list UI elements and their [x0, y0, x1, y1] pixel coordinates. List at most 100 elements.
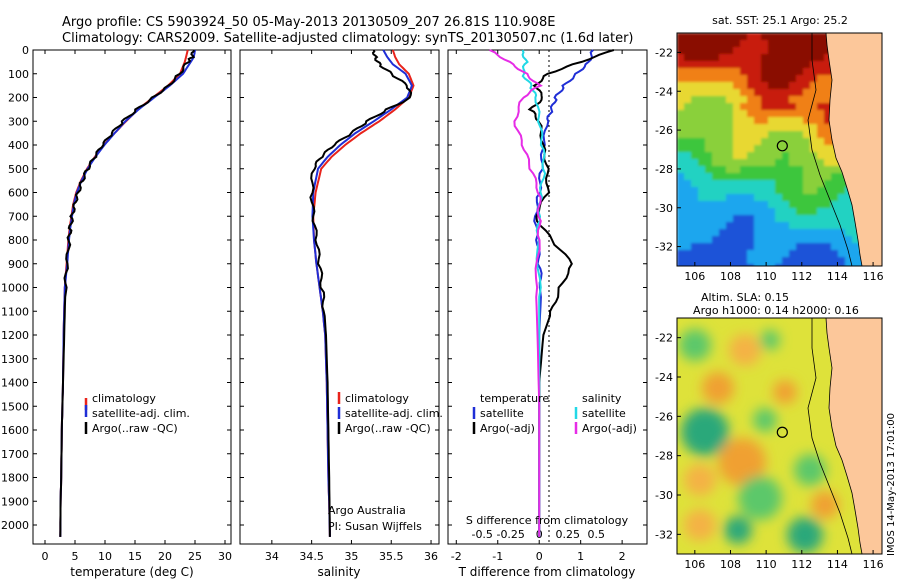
sst-cell — [782, 110, 790, 118]
temperature-legend: climatology satellite-adj. clim. Argo(..… — [84, 392, 190, 435]
sst-cell — [761, 82, 769, 90]
sst-cell — [782, 180, 790, 188]
sst-cell — [803, 47, 811, 55]
sla-anomaly-blob — [753, 408, 777, 432]
sst-cell — [775, 75, 783, 83]
sst-cell — [810, 138, 818, 146]
sst-cell — [803, 54, 811, 62]
sst-cell — [817, 75, 825, 83]
sst-cell — [789, 47, 797, 55]
sla-lat-ticks: -22 -24 -26 -28 -30 -32 — [655, 332, 681, 541]
series-line-argo-raw-qc- — [309, 49, 413, 537]
sst-cell — [817, 222, 825, 230]
sst-cell — [733, 264, 741, 266]
figure-title-line2: Climatology: CARS2009. Satellite-adjuste… — [62, 31, 634, 46]
sst-cell — [817, 145, 825, 153]
sst-cell — [761, 117, 769, 125]
sst-cell — [761, 54, 769, 62]
sst-cell — [726, 33, 734, 41]
sst-cell — [747, 243, 755, 251]
depth-tick-label: 1900 — [1, 495, 29, 508]
sst-cell — [754, 187, 762, 195]
sst-cell — [740, 257, 748, 265]
sst-cell — [698, 82, 706, 90]
sst-cell — [740, 152, 748, 160]
sst-cell — [838, 222, 846, 230]
sst-cell — [740, 159, 748, 167]
sst-cell — [719, 54, 727, 62]
sst-cell — [712, 61, 720, 69]
sst-cell — [684, 159, 692, 167]
salinity-depth-ticks — [240, 49, 439, 526]
sst-cell — [824, 110, 832, 118]
sst-cell — [677, 82, 685, 90]
sst-cell — [754, 236, 762, 244]
sst-cell — [782, 54, 790, 62]
sst-cell — [719, 173, 727, 181]
sst-cell — [691, 257, 699, 265]
sst-cell — [677, 96, 685, 104]
sst-cell — [719, 124, 727, 132]
sst-cell — [817, 131, 825, 139]
sst-cell — [747, 173, 755, 181]
sst-cell — [754, 222, 762, 230]
sst-cell — [845, 208, 853, 216]
sst-cell — [691, 229, 699, 237]
sst-cell — [740, 187, 748, 195]
sst-cell — [726, 250, 734, 258]
sst-cell — [747, 61, 755, 69]
sst-cell — [677, 229, 685, 237]
sst-cell — [733, 187, 741, 195]
x-tick-label: 15 — [128, 550, 142, 563]
sst-cell — [698, 208, 706, 216]
sst-cell — [810, 117, 818, 125]
credit-pi: PI: Susan Wijffels — [328, 520, 422, 533]
sst-cell — [705, 250, 713, 258]
sst-cell — [677, 215, 685, 223]
sst-cell — [782, 229, 790, 237]
sst-cell — [838, 264, 846, 266]
sst-cell — [817, 194, 825, 202]
sst-cell — [712, 229, 720, 237]
x-tick-label: 2 — [619, 550, 626, 563]
sst-cell — [684, 89, 692, 97]
lat-tick-label: -28 — [655, 163, 673, 176]
sst-cell — [754, 124, 762, 132]
sst-cell — [796, 264, 804, 266]
sst-cell — [740, 250, 748, 258]
sst-cell — [712, 75, 720, 83]
sst-cell — [698, 180, 706, 188]
sst-cell — [712, 117, 720, 125]
sst-cell — [705, 257, 713, 265]
series-line-t-argo-adj- — [527, 49, 615, 537]
sst-cell — [726, 194, 734, 202]
sst-cell — [733, 82, 741, 90]
sst-cell — [747, 208, 755, 216]
sst-cell — [726, 166, 734, 174]
sst-cell — [754, 264, 762, 266]
sst-cell — [733, 75, 741, 83]
sst-cell — [789, 33, 797, 41]
sst-cell — [775, 250, 783, 258]
x-tick-label: 34.5 — [299, 550, 324, 563]
sst-cell — [684, 68, 692, 76]
s-difference-label: S difference from climatology — [466, 514, 629, 527]
sst-cell — [782, 250, 790, 258]
sst-cell — [768, 180, 776, 188]
sst-cell — [733, 117, 741, 125]
sst-cell — [754, 61, 762, 69]
sst-cell — [824, 145, 832, 153]
sst-cell — [726, 208, 734, 216]
sst-cell — [719, 187, 727, 195]
sst-cell — [761, 173, 769, 181]
sst-cell — [789, 138, 797, 146]
series-line-argo-raw-qc- — [59, 49, 196, 537]
sst-cell — [789, 40, 797, 48]
sst-cell — [782, 166, 790, 174]
sst-cell — [782, 243, 790, 251]
sla-anomaly-blob — [773, 380, 797, 404]
sst-cell — [810, 194, 818, 202]
sst-cell — [810, 208, 818, 216]
sst-cell — [817, 187, 825, 195]
sst-cell — [747, 138, 755, 146]
